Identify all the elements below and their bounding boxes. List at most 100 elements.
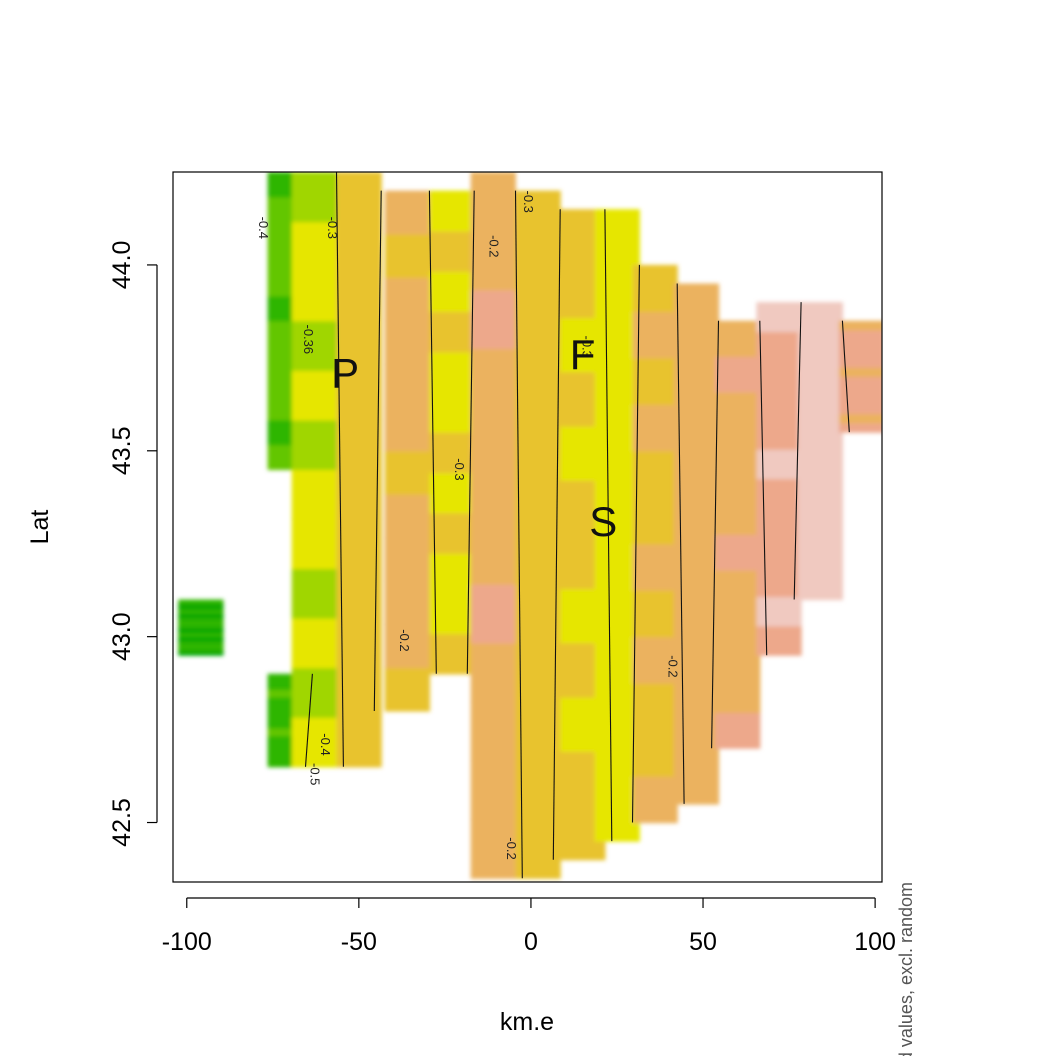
- contour-line: [304, 673, 313, 767]
- heatmap-cell: [797, 401, 843, 427]
- heatmap-cell: [336, 172, 382, 223]
- contour-line: [552, 209, 561, 860]
- x-axis-title: km.e: [500, 1008, 554, 1036]
- heatmap-cell: [756, 419, 802, 450]
- heatmap-cell: [839, 395, 882, 405]
- heatmap-cell: [632, 264, 678, 312]
- heatmap-cell: [594, 577, 640, 632]
- heatmap-cell: [429, 593, 475, 635]
- heatmap-cell: [429, 512, 475, 554]
- heatmap-cell: [715, 498, 761, 535]
- heatmap-cell: [178, 604, 224, 610]
- heatmap-cell: [756, 361, 802, 391]
- y-tick-label: 43.0: [108, 612, 136, 661]
- heatmap-cell: [470, 230, 516, 291]
- heatmap-cell: [756, 331, 802, 362]
- heatmap-cell: [429, 230, 475, 272]
- heatmap-cell: [797, 574, 843, 601]
- heatmap-cell: [515, 305, 561, 364]
- heatmap-cell: [291, 271, 337, 322]
- heatmap-cell: [839, 320, 882, 331]
- contour-line: [373, 190, 382, 712]
- heatmap-cell: [470, 466, 516, 526]
- heatmap-cell: [756, 596, 802, 627]
- contour-line: [335, 172, 344, 767]
- heatmap-cell: [178, 622, 224, 628]
- heatmap-cell: [632, 450, 678, 498]
- heatmap-cell: [594, 683, 640, 737]
- heatmap-cell: [515, 763, 561, 822]
- heatmap-cell: [515, 649, 561, 707]
- heatmap-cell: [429, 472, 475, 514]
- heatmap-cell: [515, 591, 561, 650]
- point-label: S: [589, 498, 617, 545]
- heatmap-cell: [673, 673, 720, 718]
- heatmap-cell: [515, 706, 561, 765]
- contour-label: -0.2: [504, 837, 519, 859]
- heatmap-cell: [594, 419, 640, 474]
- x-tick-label: 100: [854, 928, 896, 956]
- heatmap-cell: [673, 587, 720, 632]
- heatmap-cell: [178, 650, 224, 656]
- heatmap-cell: [429, 271, 475, 312]
- heatmap-cell: [470, 407, 516, 467]
- heatmap-cell: [384, 494, 430, 539]
- x-tick-label: -100: [162, 928, 212, 956]
- heatmap-cell: [336, 370, 382, 421]
- heatmap-cell: [797, 326, 843, 353]
- heatmap-cell: [715, 570, 761, 607]
- heatmap-cell: [267, 759, 313, 768]
- y-tick-label: 44.0: [108, 241, 136, 290]
- y-axis: 42.5 43.0 43.5 44.0: [108, 241, 158, 847]
- heatmap-cell: [632, 729, 678, 777]
- heatmap-cell: [384, 624, 430, 669]
- heatmap-cell: [384, 234, 430, 278]
- heatmap-cell: [336, 568, 382, 619]
- heatmap-cell: [594, 367, 640, 421]
- heatmap-cell: [632, 776, 678, 824]
- heatmap-cell: [470, 701, 516, 762]
- heatmap-cell: [797, 351, 843, 378]
- contour-label: -0.3: [580, 335, 595, 357]
- heatmap-cell: [291, 172, 337, 223]
- heatmap-cell: [178, 613, 224, 619]
- heatmap-cell: [470, 289, 516, 350]
- heatmap-cell: [291, 221, 337, 272]
- contour-line: [841, 320, 850, 433]
- contour-labels: -0.4 -0.3 -0.36 -0.3 -0.2 -0.3 -0.3 -0.2 -0.2 -0.…: [256, 190, 681, 859]
- y-axis-title: Lat: [26, 510, 54, 545]
- contour-line: [793, 302, 802, 600]
- heatmap-cell: [291, 469, 337, 520]
- contour-line: [514, 190, 523, 879]
- heatmap-cell: [267, 735, 313, 745]
- heatmap-cell: [839, 357, 882, 368]
- heatmap-cell: [632, 636, 678, 684]
- contour-line: [604, 209, 613, 842]
- heatmap-cell: [839, 330, 882, 340]
- heatmap-cell: [291, 419, 337, 470]
- heatmap-cell: [384, 450, 430, 495]
- heatmap-cell: [797, 549, 843, 576]
- heatmap-cell: [715, 320, 761, 357]
- heatmap-cell: [594, 630, 640, 684]
- heatmap-cell: [291, 320, 337, 371]
- contour-label: -0.2: [397, 629, 412, 651]
- contour-line: [631, 264, 640, 823]
- heatmap-cell: [470, 819, 516, 879]
- heatmap-cell: [291, 667, 337, 718]
- heatmap-cell: [291, 568, 337, 619]
- heatmap-cell: [594, 735, 640, 790]
- heatmap-cell: [267, 673, 313, 683]
- point-label: F: [570, 331, 596, 378]
- heatmap-cell: [384, 580, 430, 625]
- heatmap-cell: [839, 385, 882, 396]
- heatmap-cell: [336, 469, 382, 520]
- contour-label: -0.4: [318, 733, 333, 755]
- heatmap-cell: [178, 627, 224, 633]
- heatmap-cell: [797, 426, 843, 452]
- heatmap-cell: [797, 302, 843, 328]
- contour-line: [428, 190, 437, 674]
- heatmap-cell: [470, 584, 516, 644]
- heatmap-cell: [470, 525, 516, 585]
